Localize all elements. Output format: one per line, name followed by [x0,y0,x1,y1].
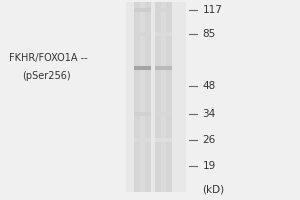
Bar [155,32,172,36]
Text: 48: 48 [202,81,216,91]
Bar [134,138,151,142]
Bar [134,32,151,36]
Text: 117: 117 [202,5,222,15]
Bar [160,2,166,192]
Bar [155,2,172,192]
Text: 34: 34 [202,109,216,119]
Bar [134,112,151,116]
Bar [126,2,186,192]
Bar [134,8,151,12]
Bar [155,66,172,70]
Text: 19: 19 [202,161,216,171]
Bar [134,66,151,70]
Bar [155,138,172,142]
Text: (pSer256): (pSer256) [22,71,71,81]
Bar [140,2,146,192]
Text: 85: 85 [202,29,216,39]
Bar [155,8,172,12]
Text: 26: 26 [202,135,216,145]
Text: (kD): (kD) [202,185,225,195]
Text: FKHR/FOXO1A --: FKHR/FOXO1A -- [9,53,88,63]
Bar [134,2,151,192]
Bar [155,112,172,116]
